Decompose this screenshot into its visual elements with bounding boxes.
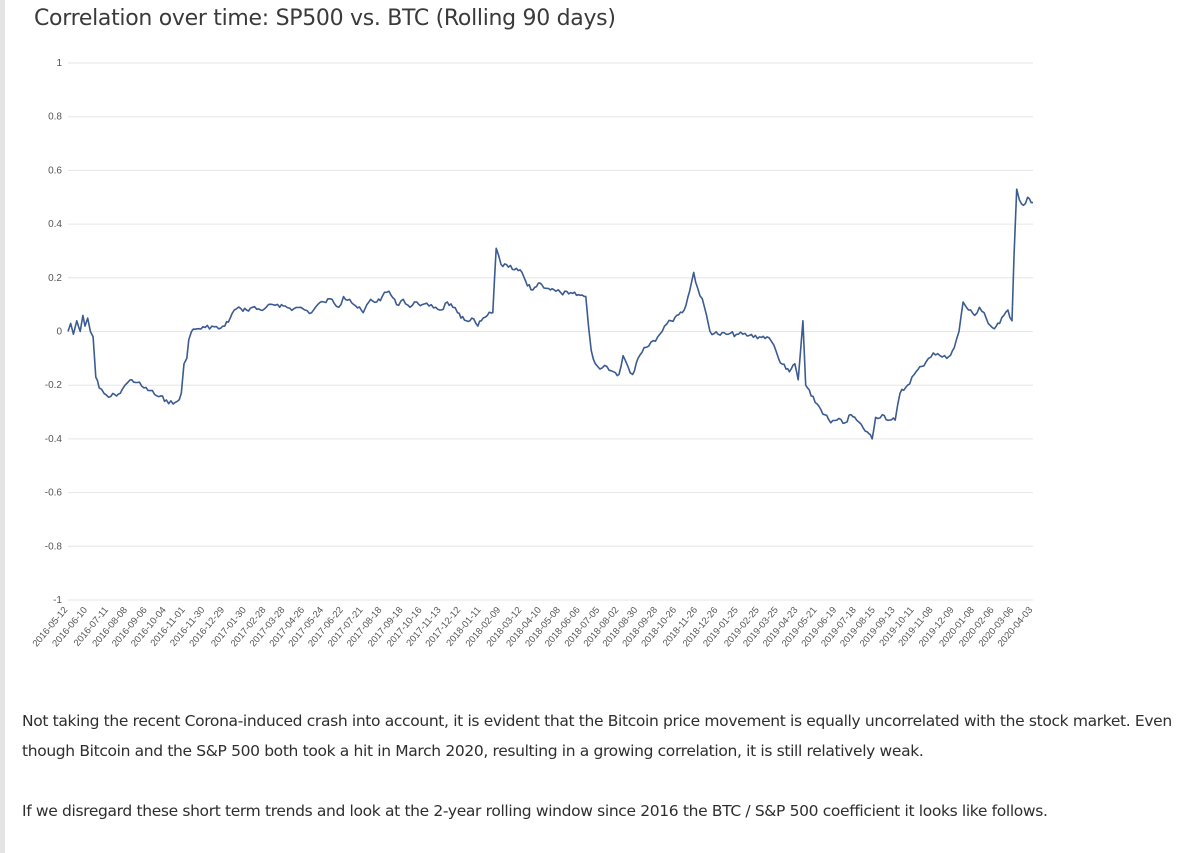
y-tick-label: -0.4 [45,434,63,445]
y-tick-label: 0.8 [48,112,62,123]
left-border [0,0,5,853]
y-tick-label: -0.8 [45,541,63,552]
gridlines [68,62,1033,601]
y-tick-label: 0.4 [48,219,62,230]
y-tick-label: 0 [56,327,62,338]
chart-title: Correlation over time: SP500 vs. BTC (Ro… [34,6,616,31]
x-axis-tick-labels: 2016-05-122016-06-102016-07-112016-08-08… [31,605,1036,649]
y-tick-label: -0.2 [45,380,63,391]
correlation-line-chart: 1 0.8 0.6 0.4 0.2 0 -0.2 -0.4 -0.6 -0.8 -1 2016-05… [31,58,1036,649]
paragraph-rolling-window: If we disregard these short term trends … [22,802,1048,820]
y-tick-label: 0.6 [48,165,62,176]
paragraph-corona-crash: Not taking the recent Corona-induced cra… [22,712,1172,760]
y-tick-label: -0.6 [45,488,63,499]
y-tick-label: 0.2 [48,273,62,284]
y-axis-tick-labels: 1 0.8 0.6 0.4 0.2 0 -0.2 -0.4 -0.6 -0.8 -1 [45,58,63,606]
y-tick-label: -1 [53,595,62,606]
y-tick-label: 1 [56,58,62,69]
correlation-series-line [67,188,1033,440]
